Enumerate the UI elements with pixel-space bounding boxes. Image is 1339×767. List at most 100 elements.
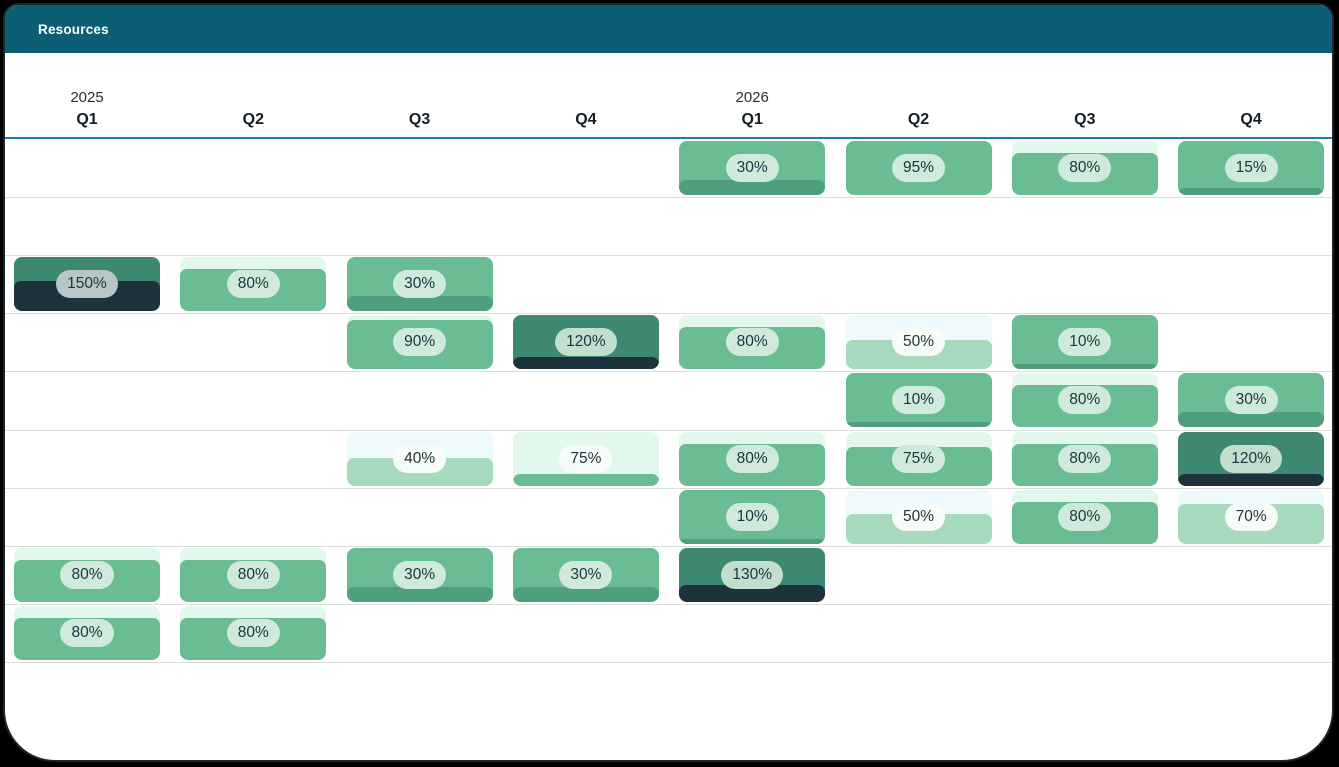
row-separator — [5, 313, 1332, 314]
allocation-label: 70% — [1224, 503, 1278, 531]
allocation-fill — [679, 538, 826, 544]
allocation-cell[interactable]: 30% — [346, 548, 493, 602]
allocation-cell[interactable]: 40% — [346, 432, 493, 486]
row-separator — [5, 197, 1332, 198]
allocation-cell[interactable]: 80% — [1011, 490, 1158, 544]
row-separator — [5, 488, 1332, 489]
quarter-label: Q1 — [741, 111, 763, 128]
allocation-label: 50% — [891, 503, 946, 531]
row-separator — [5, 546, 1332, 547]
allocation-fill — [512, 474, 659, 486]
allocation-fill — [512, 586, 659, 602]
allocation-label: 80% — [1058, 386, 1112, 414]
allocation-label: 30% — [393, 561, 447, 589]
allocation-label: 75% — [891, 445, 946, 473]
allocation-label: 10% — [891, 386, 946, 414]
allocation-label: 75% — [559, 445, 613, 473]
allocation-cell[interactable]: 95% — [845, 141, 992, 195]
allocation-cell[interactable]: 50% — [845, 490, 992, 544]
allocation-cell[interactable]: 80% — [14, 606, 160, 660]
allocation-label: 80% — [226, 561, 280, 589]
allocation-cell[interactable]: 80% — [679, 315, 826, 369]
allocation-label: 80% — [226, 619, 280, 647]
allocation-label: 15% — [1224, 154, 1278, 182]
allocation-fill — [679, 585, 826, 602]
allocation-label: 30% — [393, 270, 447, 298]
row-separator — [5, 662, 1332, 663]
quarter-label: Q4 — [1240, 111, 1262, 128]
allocation-cell[interactable]: 80% — [180, 606, 327, 660]
allocation-cell[interactable]: 30% — [1178, 373, 1325, 427]
allocation-cell[interactable]: 30% — [512, 548, 659, 602]
allocation-label: 10% — [1058, 328, 1112, 356]
allocation-label: 30% — [559, 561, 613, 589]
allocation-cell[interactable]: 120% — [1178, 432, 1325, 486]
allocation-cell[interactable]: 150% — [14, 257, 160, 311]
allocation-label: 80% — [60, 619, 114, 647]
allocation-label: 80% — [1058, 503, 1112, 531]
resources-panel: Resources 2025 2026 Q1 Q2 Q3 Q4 Q1 Q2 Q3 Q4 30% 95%… — [3, 3, 1334, 762]
allocation-fill — [1178, 411, 1325, 427]
quarter-label: Q4 — [575, 111, 597, 128]
allocation-label: 40% — [393, 445, 447, 473]
row-separator — [5, 371, 1332, 372]
allocation-label: 95% — [891, 154, 946, 182]
allocation-label: 10% — [725, 503, 779, 531]
allocation-label: 90% — [393, 328, 447, 356]
allocation-label: 30% — [725, 154, 779, 182]
allocation-cell[interactable]: 80% — [679, 432, 826, 486]
allocation-cell[interactable]: 80% — [1011, 432, 1158, 486]
allocation-label: 120% — [1220, 445, 1282, 473]
allocation-fill — [1011, 363, 1158, 369]
allocation-cell[interactable]: 80% — [180, 257, 327, 311]
allocation-fill — [512, 357, 659, 369]
allocation-fill — [1178, 187, 1325, 195]
allocation-cell[interactable]: 70% — [1178, 490, 1325, 544]
panel-title: Resources — [38, 21, 109, 37]
allocation-cell[interactable]: 80% — [14, 548, 160, 602]
allocation-label: 80% — [1058, 154, 1112, 182]
allocation-cell[interactable]: 80% — [1011, 141, 1158, 195]
allocation-label: 120% — [555, 328, 617, 356]
allocation-cell[interactable]: 50% — [845, 315, 992, 369]
allocation-cell[interactable]: 90% — [346, 315, 493, 369]
resource-grid: 2025 2026 Q1 Q2 Q3 Q4 Q1 Q2 Q3 Q4 30% 95% 80% 15% 150%… — [5, 5, 1332, 760]
allocation-label: 80% — [725, 445, 779, 473]
quarter-label: Q1 — [76, 111, 98, 128]
allocation-fill — [346, 295, 493, 311]
allocation-cell[interactable]: 75% — [845, 432, 992, 486]
year-label: 2025 — [70, 89, 104, 106]
allocation-cell[interactable]: 75% — [512, 432, 659, 486]
allocation-fill — [1178, 474, 1325, 486]
quarter-label: Q3 — [408, 111, 431, 128]
timeline-rule — [5, 137, 1332, 139]
allocation-cell[interactable]: 80% — [180, 548, 327, 602]
allocation-label: 30% — [1224, 386, 1278, 414]
row-separator — [5, 604, 1332, 605]
allocation-label: 80% — [226, 270, 280, 298]
allocation-label: 50% — [891, 328, 946, 356]
allocation-label: 150% — [56, 270, 118, 298]
allocation-cell[interactable]: 10% — [679, 490, 826, 544]
allocation-cell[interactable]: 80% — [1011, 373, 1158, 427]
quarter-label: Q2 — [907, 111, 930, 128]
allocation-label: 80% — [1058, 445, 1112, 473]
year-label: 2026 — [735, 89, 769, 106]
allocation-cell[interactable]: 15% — [1178, 141, 1325, 195]
allocation-label: 80% — [725, 328, 779, 356]
allocation-fill — [346, 586, 493, 602]
allocation-cell[interactable]: 30% — [346, 257, 493, 311]
row-separator — [5, 255, 1332, 256]
allocation-cell[interactable]: 120% — [512, 315, 659, 369]
allocation-cell[interactable]: 130% — [679, 548, 826, 602]
allocation-fill — [679, 179, 826, 195]
row-separator — [5, 430, 1332, 431]
allocation-fill — [845, 421, 992, 427]
allocation-cell[interactable]: 10% — [845, 373, 992, 427]
allocation-label: 130% — [721, 561, 784, 589]
quarter-label: Q3 — [1074, 111, 1096, 128]
panel-titlebar: Resources — [5, 5, 1332, 53]
allocation-cell[interactable]: 30% — [679, 141, 826, 195]
allocation-cell[interactable]: 10% — [1011, 315, 1158, 369]
quarter-label: Q2 — [242, 111, 264, 128]
